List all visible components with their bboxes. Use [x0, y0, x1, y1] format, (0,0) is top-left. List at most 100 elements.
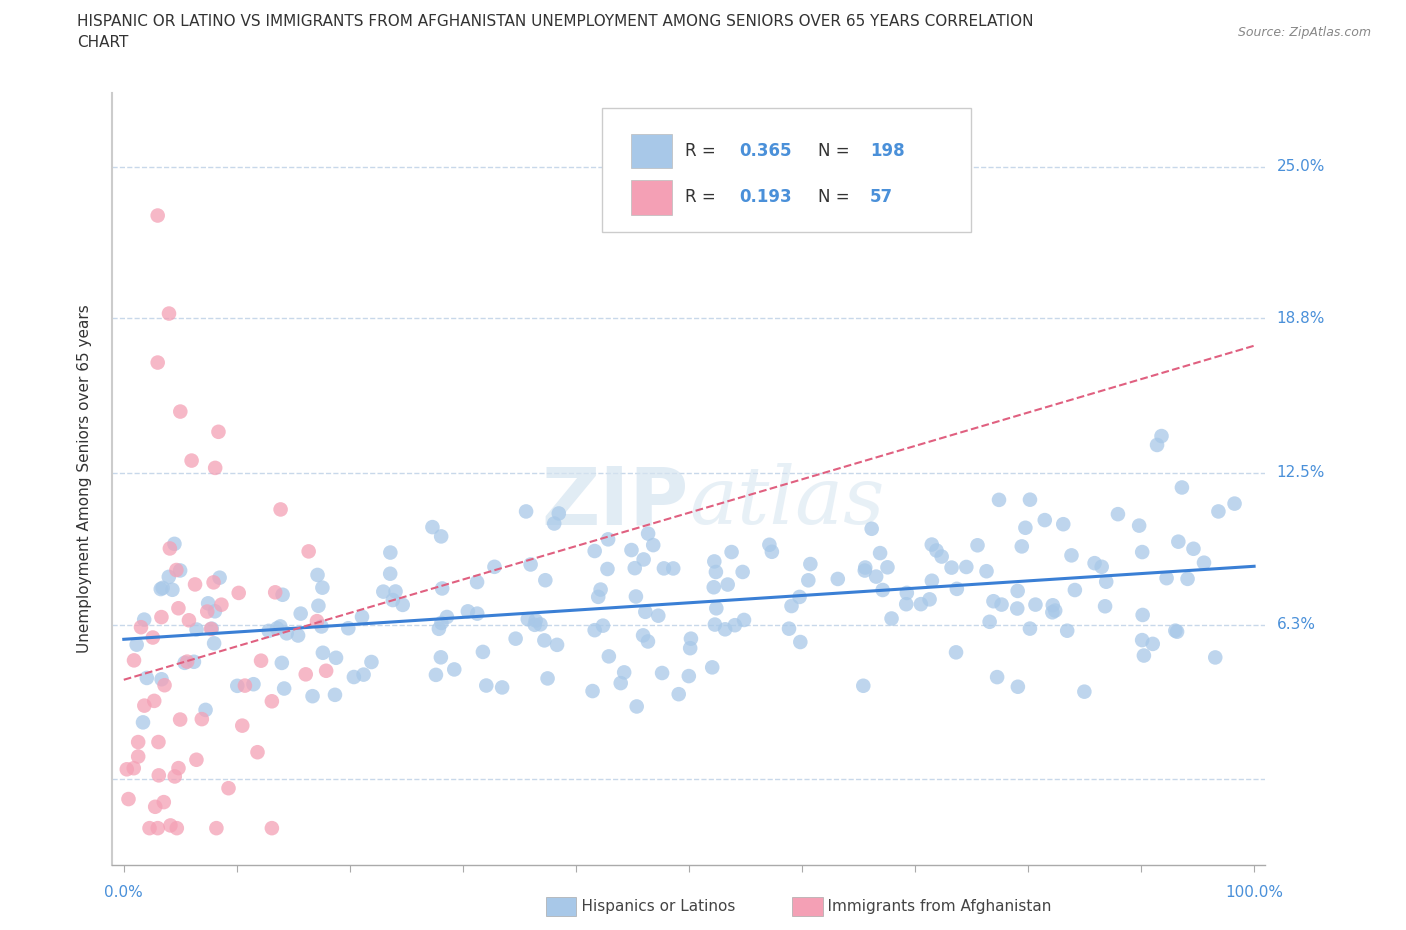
Point — [799, 557, 821, 572]
Point — [269, 619, 291, 634]
Point — [516, 612, 538, 627]
Text: N =: N = — [818, 188, 855, 206]
Point — [180, 453, 202, 468]
Point — [703, 618, 725, 632]
Point — [148, 735, 170, 750]
Point — [177, 613, 200, 628]
Point — [703, 579, 725, 594]
Point — [197, 596, 219, 611]
Point — [353, 667, 375, 682]
Point — [430, 529, 453, 544]
Point — [218, 781, 240, 796]
Point — [631, 628, 654, 643]
Point — [273, 681, 295, 696]
Point — [789, 590, 811, 604]
Point — [307, 567, 329, 582]
Point — [200, 621, 222, 636]
Point — [143, 800, 166, 815]
Point — [260, 694, 283, 709]
Point — [1223, 497, 1246, 512]
Point — [117, 791, 139, 806]
Point — [209, 597, 232, 612]
Point — [204, 604, 226, 618]
FancyBboxPatch shape — [631, 134, 672, 168]
Point — [529, 617, 551, 631]
Point — [323, 687, 346, 702]
Text: 57: 57 — [870, 188, 893, 206]
Point — [533, 633, 555, 648]
Point — [589, 582, 612, 597]
Point — [162, 582, 184, 597]
Point — [586, 590, 609, 604]
Point — [436, 609, 458, 624]
Point — [827, 572, 849, 587]
Point — [350, 609, 373, 624]
Point — [865, 569, 887, 584]
Point — [425, 668, 447, 683]
Point — [1130, 545, 1153, 560]
Point — [1182, 541, 1205, 556]
Point — [1133, 648, 1156, 663]
Point — [613, 665, 636, 680]
Point — [208, 570, 231, 585]
Point — [633, 552, 655, 567]
Point — [1007, 679, 1029, 694]
Point — [325, 650, 347, 665]
Point — [276, 626, 298, 641]
Point — [169, 405, 191, 419]
Point — [157, 306, 180, 321]
Point — [202, 575, 225, 590]
Point — [115, 762, 138, 777]
Point — [491, 680, 513, 695]
Point — [583, 623, 606, 638]
Point — [343, 670, 366, 684]
Point — [457, 604, 479, 618]
Point — [869, 546, 891, 561]
Point — [186, 622, 208, 637]
Point — [149, 581, 172, 596]
Point — [159, 541, 181, 556]
Point — [1107, 507, 1129, 522]
Point — [1166, 624, 1188, 639]
Point — [1208, 504, 1230, 519]
Point — [979, 615, 1001, 630]
Text: 0.365: 0.365 — [740, 142, 792, 160]
Point — [668, 686, 690, 701]
Point — [207, 424, 229, 439]
Point — [853, 560, 876, 575]
Point — [1024, 597, 1046, 612]
Point — [988, 492, 1011, 507]
Point — [260, 820, 283, 835]
Point — [896, 597, 918, 612]
Point — [643, 538, 665, 552]
Point — [910, 597, 932, 612]
Point — [1084, 556, 1107, 571]
Point — [505, 631, 527, 646]
Point — [384, 584, 406, 599]
Point — [1063, 582, 1085, 597]
Point — [1042, 598, 1064, 613]
Text: 100.0%: 100.0% — [1225, 884, 1284, 899]
Point — [921, 573, 943, 588]
Point — [246, 745, 269, 760]
Point — [134, 698, 156, 713]
Text: 6.3%: 6.3% — [1277, 618, 1316, 632]
Point — [921, 538, 943, 552]
Point — [373, 584, 395, 599]
Point — [1095, 575, 1118, 590]
Point — [925, 543, 948, 558]
Point — [647, 608, 669, 623]
Point — [226, 678, 249, 693]
Point — [679, 631, 702, 646]
Point — [266, 621, 288, 636]
Text: R =: R = — [686, 142, 721, 160]
Text: atlas: atlas — [689, 463, 884, 541]
Point — [257, 623, 280, 638]
Point — [307, 598, 329, 613]
Point — [122, 761, 145, 776]
Point — [294, 667, 316, 682]
Point — [955, 560, 977, 575]
Point — [797, 573, 820, 588]
Point — [264, 585, 287, 600]
Point — [717, 578, 740, 592]
